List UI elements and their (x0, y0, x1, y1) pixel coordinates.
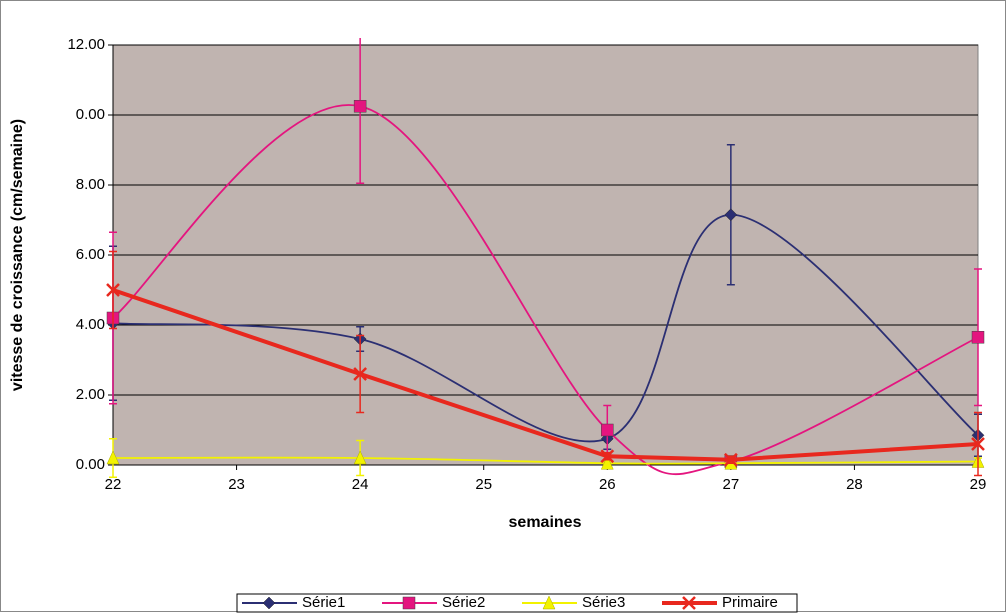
series-line (112, 104, 979, 476)
marker (724, 208, 738, 222)
y-tick-label: 4.00 (76, 316, 105, 333)
x-tick-label: 25 (475, 476, 492, 493)
x-tick-label: 28 (846, 476, 863, 493)
marker (600, 455, 614, 470)
y-axis-title: vitesse de croissance (cm/semaine) (9, 119, 26, 391)
marker (106, 450, 120, 465)
legend (236, 593, 798, 613)
y-tick-label: 0.00 (76, 106, 105, 123)
marker (353, 367, 368, 381)
x-tick-label: 29 (970, 476, 987, 493)
y-tick-label: 12.00 (67, 36, 105, 53)
legend-label: Série3 (582, 594, 625, 611)
marker (262, 596, 276, 610)
y-tick-label: 6.00 (76, 246, 105, 263)
series-layer (106, 38, 985, 478)
x-tick-label: 26 (599, 476, 616, 493)
x-axis-title: semaines (509, 514, 582, 531)
marker (600, 449, 615, 464)
x-tick-label: 23 (228, 476, 245, 493)
y-tick-label: 0.00 (76, 456, 105, 473)
y-tick-label: 8.00 (76, 176, 105, 193)
marker (601, 423, 614, 437)
marker (353, 100, 367, 113)
series-line (112, 213, 979, 443)
marker (971, 331, 985, 344)
marker (106, 283, 120, 297)
legend-label: Série1 (302, 594, 345, 611)
x-tick-label: 27 (723, 476, 740, 493)
x-tick-label: 24 (352, 476, 369, 493)
x-tick-label: 22 (105, 476, 122, 493)
marker (682, 596, 696, 610)
marker (542, 595, 556, 610)
series-line (112, 456, 979, 465)
y-tick-label: 2.00 (76, 386, 105, 403)
marker (971, 437, 985, 451)
legend-label: Série2 (442, 594, 485, 611)
marker (353, 450, 367, 465)
marker (723, 452, 738, 467)
legend-label: Primaire (722, 594, 778, 611)
marker (402, 596, 416, 610)
